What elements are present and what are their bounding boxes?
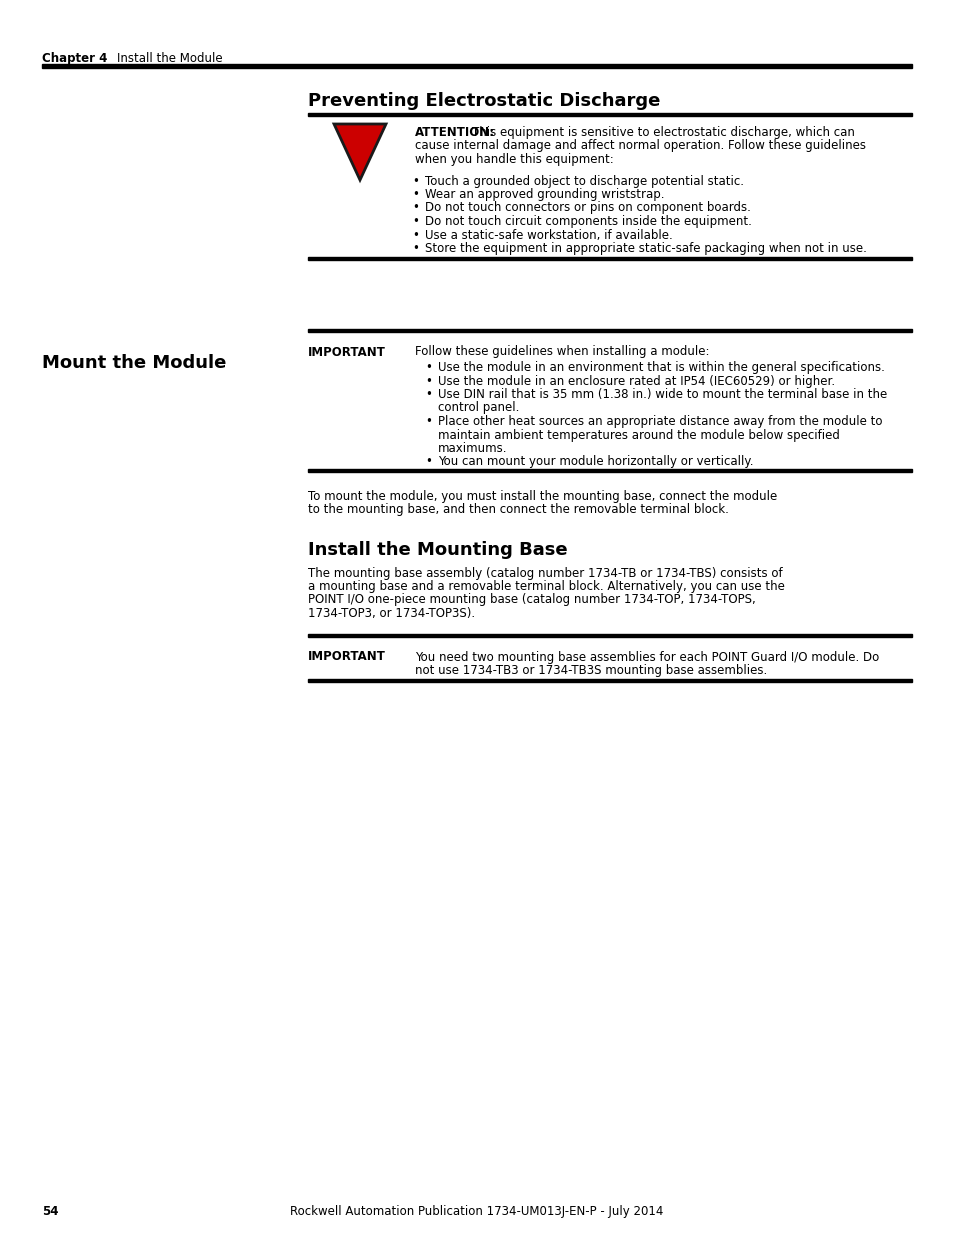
Text: Use a static-safe workstation, if available.: Use a static-safe workstation, if availa…	[424, 228, 672, 242]
Text: The mounting base assembly (catalog number 1734-TB or 1734-TBS) consists of: The mounting base assembly (catalog numb…	[308, 567, 781, 579]
Text: •: •	[412, 215, 418, 228]
Text: Touch a grounded object to discharge potential static.: Touch a grounded object to discharge pot…	[424, 174, 743, 188]
Text: Chapter 4: Chapter 4	[42, 52, 108, 65]
Bar	[42, 64, 911, 68]
Text: •: •	[424, 415, 432, 429]
Text: Store the equipment in appropriate static-safe packaging when not in use.: Store the equipment in appropriate stati…	[424, 242, 866, 254]
Text: To mount the module, you must install the mounting base, connect the module: To mount the module, you must install th…	[308, 490, 777, 503]
Bar	[308, 112, 911, 116]
Bar	[308, 329, 911, 331]
Bar	[308, 634, 911, 636]
Text: ATTENTION:: ATTENTION:	[415, 126, 495, 140]
Text: Preventing Electrostatic Discharge: Preventing Electrostatic Discharge	[308, 91, 659, 110]
Text: control panel.: control panel.	[437, 401, 518, 415]
Bar	[308, 257, 911, 259]
Text: •: •	[424, 374, 432, 388]
Text: Place other heat sources an appropriate distance away from the module to: Place other heat sources an appropriate …	[437, 415, 882, 429]
Text: Install the Module: Install the Module	[117, 52, 222, 65]
Bar	[308, 678, 911, 682]
Bar	[308, 469, 911, 472]
Text: You can mount your module horizontally or vertically.: You can mount your module horizontally o…	[437, 456, 753, 468]
Text: to the mounting base, and then connect the removable terminal block.: to the mounting base, and then connect t…	[308, 504, 728, 516]
Text: !: !	[354, 136, 366, 164]
Text: Do not touch circuit components inside the equipment.: Do not touch circuit components inside t…	[424, 215, 751, 228]
Text: Wear an approved grounding wriststrap.: Wear an approved grounding wriststrap.	[424, 188, 664, 201]
Text: cause internal damage and affect normal operation. Follow these guidelines: cause internal damage and affect normal …	[415, 140, 865, 152]
Text: Rockwell Automation Publication 1734-UM013J-EN-P - July 2014: Rockwell Automation Publication 1734-UM0…	[290, 1205, 663, 1218]
Text: 1734-TOP3, or 1734-TOP3S).: 1734-TOP3, or 1734-TOP3S).	[308, 606, 475, 620]
Text: You need two mounting base assemblies for each POINT Guard I/O module. Do: You need two mounting base assemblies fo…	[415, 651, 879, 663]
Text: •: •	[412, 201, 418, 215]
Text: a mounting base and a removable terminal block. Alternatively, you can use the: a mounting base and a removable terminal…	[308, 580, 784, 593]
Text: IMPORTANT: IMPORTANT	[308, 651, 385, 663]
Text: •: •	[412, 228, 418, 242]
Text: •: •	[424, 361, 432, 374]
Text: Do not touch connectors or pins on component boards.: Do not touch connectors or pins on compo…	[424, 201, 750, 215]
Text: •: •	[412, 188, 418, 201]
Text: maximums.: maximums.	[437, 442, 507, 454]
Text: •: •	[424, 456, 432, 468]
Text: maintain ambient temperatures around the module below specified: maintain ambient temperatures around the…	[437, 429, 839, 441]
Text: Use the module in an environment that is within the general specifications.: Use the module in an environment that is…	[437, 361, 884, 374]
Text: Install the Mounting Base: Install the Mounting Base	[308, 541, 567, 559]
Text: POINT I/O one-piece mounting base (catalog number 1734-TOP, 1734-TOPS,: POINT I/O one-piece mounting base (catal…	[308, 594, 755, 606]
Text: •: •	[412, 174, 418, 188]
Text: This equipment is sensitive to electrostatic discharge, which can: This equipment is sensitive to electrost…	[472, 126, 854, 140]
Text: Use the module in an enclosure rated at IP54 (IEC60529) or higher.: Use the module in an enclosure rated at …	[437, 374, 834, 388]
Text: Use DIN rail that is 35 mm (1.38 in.) wide to mount the terminal base in the: Use DIN rail that is 35 mm (1.38 in.) wi…	[437, 388, 886, 401]
Text: •: •	[412, 242, 418, 254]
Text: IMPORTANT: IMPORTANT	[308, 346, 385, 358]
Text: Mount the Module: Mount the Module	[42, 354, 226, 373]
Text: •: •	[424, 388, 432, 401]
Text: not use 1734-TB3 or 1734-TB3S mounting base assemblies.: not use 1734-TB3 or 1734-TB3S mounting b…	[415, 664, 766, 677]
Polygon shape	[334, 124, 386, 180]
Text: 54: 54	[42, 1205, 58, 1218]
Text: when you handle this equipment:: when you handle this equipment:	[415, 153, 613, 165]
Text: Follow these guidelines when installing a module:: Follow these guidelines when installing …	[415, 346, 709, 358]
